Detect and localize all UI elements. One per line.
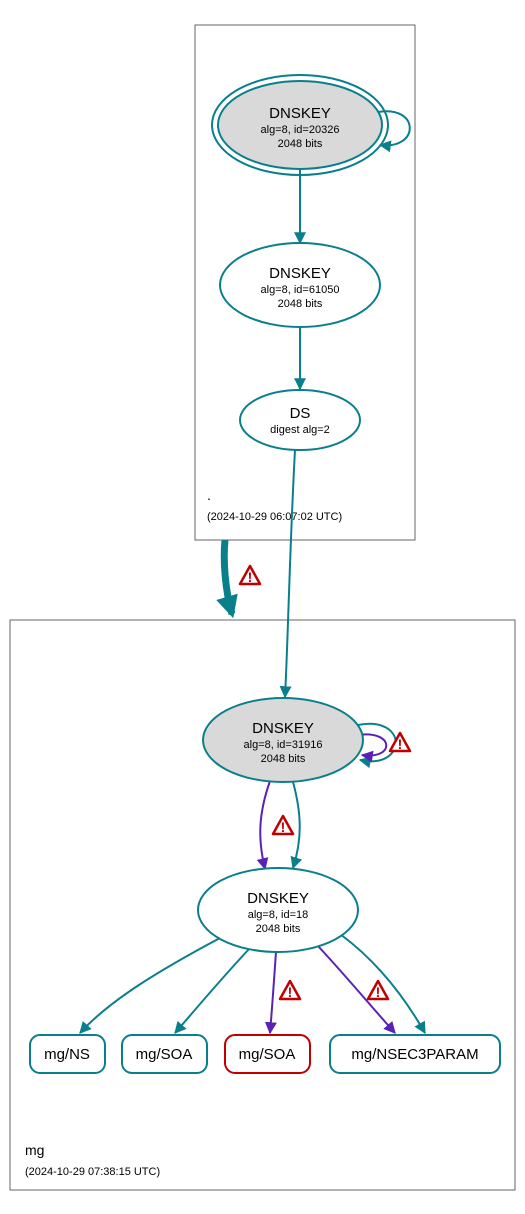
node-root-zsk: DNSKEY alg=8, id=61050 2048 bits — [220, 243, 380, 327]
node-root-ksk-title: DNSKEY — [269, 105, 331, 122]
rrset-mg-nsec3param: mg/NSEC3PARAM — [330, 1035, 500, 1073]
node-root-zsk-title: DNSKEY — [269, 265, 331, 282]
warning-icon: ! — [390, 733, 410, 752]
node-root-zsk-line2: alg=8, id=61050 — [261, 284, 340, 296]
edge-mg-zsk-to-ns — [80, 938, 220, 1033]
node-root-ksk-line3: 2048 bits — [278, 138, 323, 150]
edge-ds-to-mg-ksk — [285, 450, 295, 697]
node-root-zsk-line3: 2048 bits — [278, 298, 323, 310]
zone-mg-label: mg — [25, 1142, 44, 1158]
rrset-mg-soa-warning: mg/SOA — [225, 1035, 310, 1073]
edge-mg-ksk-to-zsk-indigo — [260, 781, 270, 869]
node-mg-zsk-line3: 2048 bits — [256, 923, 301, 935]
edge-zone-delegation — [224, 540, 232, 614]
rrset-mg-ns-label: mg/NS — [44, 1046, 90, 1063]
rrset-mg-nsec-label: mg/NSEC3PARAM — [351, 1046, 478, 1063]
edge-mg-ksk-to-zsk-secure — [293, 782, 300, 868]
node-root-ksk-line2: alg=8, id=20326 — [261, 124, 340, 136]
edge-mg-zsk-to-soa1 — [175, 948, 250, 1033]
node-mg-ksk-line3: 2048 bits — [261, 753, 306, 765]
node-mg-zsk: DNSKEY alg=8, id=18 2048 bits — [198, 868, 358, 952]
svg-text:!: ! — [248, 569, 253, 585]
edge-mg-zsk-to-soa2 — [270, 952, 276, 1033]
warning-icon: ! — [240, 566, 260, 585]
svg-text:!: ! — [288, 984, 293, 1000]
node-root-ds-title: DS — [290, 405, 311, 422]
node-mg-ksk-line2: alg=8, id=31916 — [244, 739, 323, 751]
rrset-mg-soa2-label: mg/SOA — [239, 1046, 296, 1063]
svg-text:!: ! — [398, 736, 403, 752]
warning-icon: ! — [368, 981, 388, 1000]
node-mg-zsk-title: DNSKEY — [247, 890, 309, 907]
node-root-ds: DS digest alg=2 — [240, 390, 360, 450]
node-mg-zsk-line2: alg=8, id=18 — [248, 909, 309, 921]
warning-icon: ! — [280, 981, 300, 1000]
rrset-mg-soa1-label: mg/SOA — [136, 1046, 193, 1063]
svg-text:!: ! — [376, 984, 381, 1000]
zone-root-label: . — [207, 487, 211, 503]
svg-text:!: ! — [281, 819, 286, 835]
warning-icon: ! — [273, 816, 293, 835]
rrset-mg-soa-secure: mg/SOA — [122, 1035, 207, 1073]
rrset-mg-ns: mg/NS — [30, 1035, 105, 1073]
node-mg-ksk-title: DNSKEY — [252, 720, 314, 737]
node-mg-ksk: DNSKEY alg=8, id=31916 2048 bits — [203, 698, 363, 782]
zone-root-timestamp: (2024-10-29 06:07:02 UTC) — [207, 511, 342, 523]
zone-mg-timestamp: (2024-10-29 07:38:15 UTC) — [25, 1166, 160, 1178]
node-root-ds-line2: digest alg=2 — [270, 424, 330, 436]
node-root-ksk: DNSKEY alg=8, id=20326 2048 bits — [212, 75, 388, 175]
